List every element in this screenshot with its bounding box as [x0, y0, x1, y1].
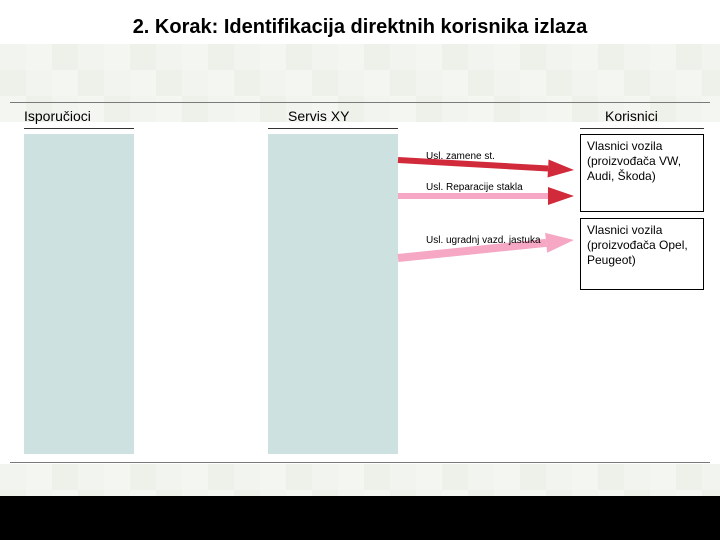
rule-bottom [10, 462, 710, 463]
user-box-1: Vlasnici vozila (proizvođača Opel, Peuge… [580, 218, 704, 290]
slide-canvas: 2. Korak: Identifikacija direktnih koris… [0, 0, 720, 540]
rule-top [10, 102, 710, 103]
header-suppliers: Isporučioci [24, 108, 91, 124]
header-users: Korisnici [605, 108, 658, 124]
panel-process [268, 134, 398, 454]
bottom-bar [0, 496, 720, 540]
arrow-shaft [398, 193, 548, 199]
arrow-head [545, 233, 574, 253]
user-box-0: Vlasnici vozila (proizvođača VW, Audi, Š… [580, 134, 704, 212]
arrow-head [548, 187, 574, 205]
panel-suppliers [24, 134, 134, 454]
slide-title: 2. Korak: Identifikacija direktnih koris… [0, 16, 720, 39]
arrow-label-0: Usl. zamene st. [426, 151, 495, 162]
header-process-line [268, 128, 398, 129]
header-process: Servis XY [288, 108, 349, 124]
arrow-head [548, 160, 574, 178]
mosaic-bot [0, 464, 720, 496]
header-users-line [580, 128, 704, 129]
header-suppliers-line [24, 128, 134, 129]
arrow-label-1: Usl. Reparacije stakla [426, 182, 523, 193]
mosaic-top [0, 44, 720, 100]
arrow-label-2: Usl. ugradnj vazd. jastuka [426, 235, 541, 246]
